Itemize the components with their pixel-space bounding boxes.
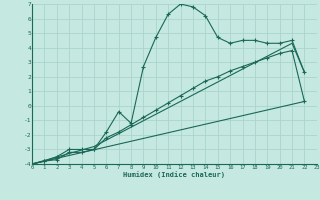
X-axis label: Humidex (Indice chaleur): Humidex (Indice chaleur) — [124, 171, 225, 178]
